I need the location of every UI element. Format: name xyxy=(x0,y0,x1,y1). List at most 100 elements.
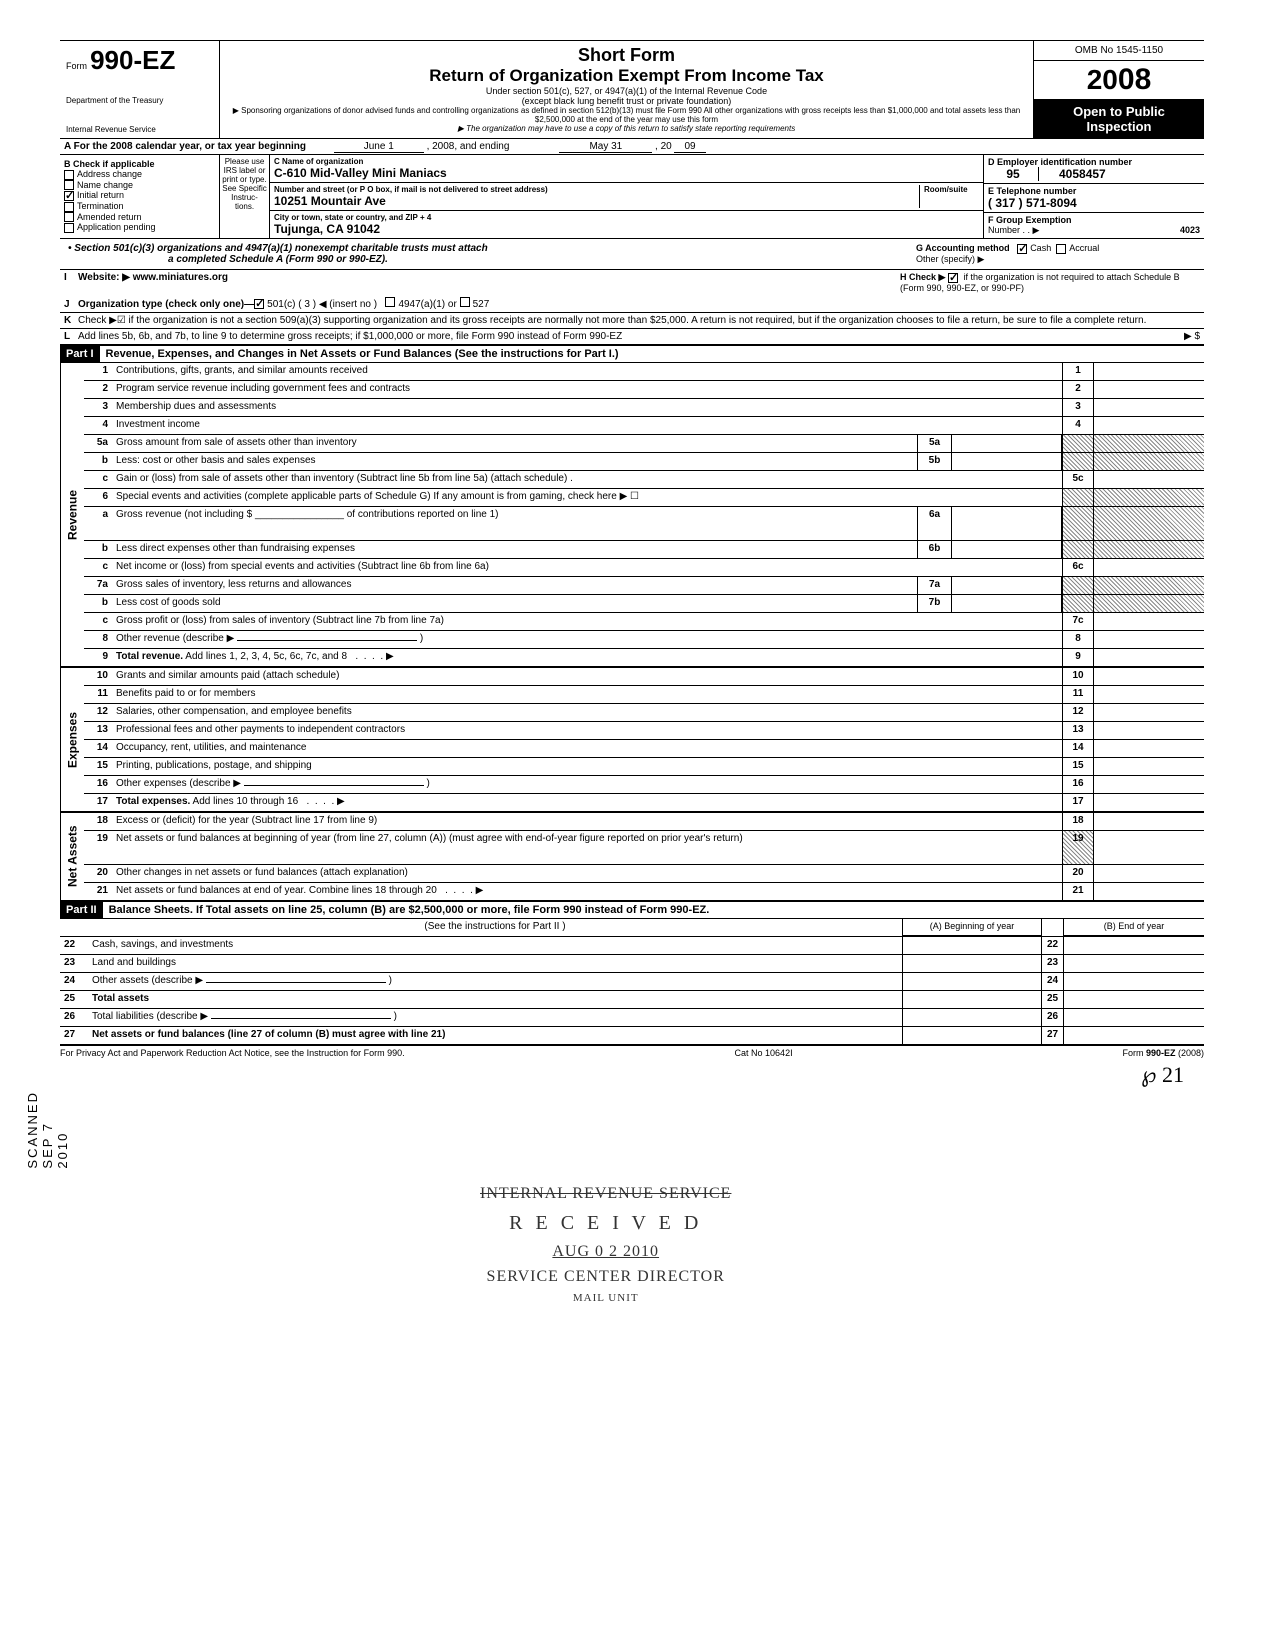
line-number: 17 xyxy=(84,794,112,811)
letter-l: L xyxy=(64,331,78,342)
part-1-header: Part I Revenue, Expenses, and Changes in… xyxy=(60,345,1204,363)
table-row: 21Net assets or fund balances at end of … xyxy=(84,883,1204,901)
label-phone: E Telephone number xyxy=(988,186,1200,196)
bal-right-number: 23 xyxy=(1042,955,1064,972)
checkbox-501c[interactable] xyxy=(254,299,264,309)
bal-right-number: 26 xyxy=(1042,1009,1064,1026)
line-description: Other expenses (describe ▶ ) xyxy=(112,776,1062,793)
dept-treasury: Department of the Treasury xyxy=(66,96,213,105)
part-2-title: Balance Sheets. If Total assets on line … xyxy=(109,904,710,916)
right-value-cell xyxy=(1094,559,1204,576)
bal-col-a xyxy=(902,1009,1042,1026)
row-a-suffix: , 20 xyxy=(655,141,672,152)
letter-j: J xyxy=(64,299,78,310)
stamp-line-5: MAIL UNIT xyxy=(480,1290,731,1308)
right-line-number: 6c xyxy=(1062,559,1094,576)
line-number: b xyxy=(84,453,112,470)
inspection-box: Open to Public Inspection xyxy=(1034,100,1204,138)
right-line-number: 12 xyxy=(1062,704,1094,721)
line-number: a xyxy=(84,507,112,540)
mid-value-cell xyxy=(952,435,1062,452)
col-b-checkboxes: B Check if applicable Address changeName… xyxy=(60,155,220,238)
line-description: Excess or (deficit) for the year (Subtra… xyxy=(112,813,1062,830)
stamp-line-3: AUG 0 2 2010 xyxy=(480,1239,731,1265)
bal-line-number: 22 xyxy=(60,937,88,954)
row-a-year: 09 xyxy=(674,141,705,153)
bal-line-number: 26 xyxy=(60,1009,88,1026)
line-i-website: I Website: ▶ www.miniatures.org H Check … xyxy=(60,270,1204,295)
label-accounting: G Accounting method xyxy=(916,243,1010,253)
note-501c3-1: • Section 501(c)(3) organizations and 49… xyxy=(68,243,916,254)
table-row: bLess direct expenses other than fundrai… xyxy=(84,541,1204,559)
table-row: 4Investment income4 xyxy=(84,417,1204,435)
right-value-cell xyxy=(1094,613,1204,630)
bal-description: Other assets (describe ▶ ) xyxy=(88,973,902,990)
right-line-number: 10 xyxy=(1062,668,1094,685)
col-b-label: Initial return xyxy=(77,190,124,200)
checkbox-cash[interactable] xyxy=(1017,244,1027,254)
line-j-orgtype: J Organization type (check only one)— 50… xyxy=(60,295,1204,313)
line-number: 19 xyxy=(84,831,112,864)
line-description: Gross sales of inventory, less returns a… xyxy=(112,577,917,594)
table-row: 8Other revenue (describe ▶ )8 xyxy=(84,631,1204,649)
checkbox-initial-return[interactable] xyxy=(64,191,74,201)
right-value-cell xyxy=(1094,541,1204,558)
checkbox-h[interactable] xyxy=(948,273,958,283)
bal-description: Total liabilities (describe ▶ ) xyxy=(88,1009,902,1026)
line-description: Total expenses. Add lines 10 through 16 … xyxy=(112,794,1062,811)
checkbox-address-change[interactable] xyxy=(64,170,74,180)
line-number: c xyxy=(84,471,112,488)
checkbox-accrual[interactable] xyxy=(1056,244,1066,254)
subtitle-2: (except black lung benefit trust or priv… xyxy=(228,96,1025,106)
checkbox-4947[interactable] xyxy=(385,297,395,307)
line-number: 7a xyxy=(84,577,112,594)
right-value-cell xyxy=(1094,722,1204,739)
line-description: Benefits paid to or for members xyxy=(112,686,1062,703)
ein-part1: 95 xyxy=(988,167,1038,181)
part-2-header: Part II Balance Sheets. If Total assets … xyxy=(60,901,1204,919)
line-description: Gain or (loss) from sale of assets other… xyxy=(112,471,1062,488)
side-label-revenue: Revenue xyxy=(60,363,84,667)
mid-value-cell xyxy=(952,577,1062,594)
right-value-cell xyxy=(1094,883,1204,900)
note-501c3-2: a completed Schedule A (Form 990 or 990-… xyxy=(68,254,916,265)
stamp-line-1: INTERNAL REVENUE SERVICE xyxy=(480,1181,731,1207)
table-row: 17Total expenses. Add lines 10 through 1… xyxy=(84,794,1204,812)
label-h: H Check ▶ xyxy=(900,272,945,282)
right-value-cell xyxy=(1094,758,1204,775)
mid-line-number: 5a xyxy=(917,435,952,452)
label-org-name: C Name of organization xyxy=(274,157,979,166)
row-a-tax-year: A For the 2008 calendar year, or tax yea… xyxy=(60,139,1204,155)
line-number: 16 xyxy=(84,776,112,793)
right-line-number: 20 xyxy=(1062,865,1094,882)
col-b-item: Initial return xyxy=(64,190,215,201)
mid-line-number: 5b xyxy=(917,453,952,470)
mid-line-number: 7b xyxy=(917,595,952,612)
table-row: 7aGross sales of inventory, less returns… xyxy=(84,577,1204,595)
right-value-cell xyxy=(1094,740,1204,757)
form-page: Form 990-EZ Department of the Treasury I… xyxy=(60,40,1204,1058)
checkbox-527[interactable] xyxy=(460,297,470,307)
right-line-number: 16 xyxy=(1062,776,1094,793)
right-line-number: 19 xyxy=(1062,831,1094,864)
line-number: 10 xyxy=(84,668,112,685)
checkbox-application-pending[interactable] xyxy=(64,223,74,233)
year-prefix: 20 xyxy=(1087,64,1118,95)
label-group-exempt: F Group Exemption xyxy=(988,215,1200,225)
opt-527: 527 xyxy=(473,299,490,310)
checkbox-termination[interactable] xyxy=(64,202,74,212)
bal-col-a xyxy=(902,955,1042,972)
line-number: c xyxy=(84,613,112,630)
bal-line-number: 23 xyxy=(60,955,88,972)
checkbox-name-change[interactable] xyxy=(64,180,74,190)
right-line-number: 1 xyxy=(1062,363,1094,380)
line-description: Investment income xyxy=(112,417,1062,434)
bal-col-a xyxy=(902,991,1042,1008)
city-state-zip: Tujunga, CA 91042 xyxy=(274,222,979,236)
right-value-cell xyxy=(1094,507,1204,540)
col-c-org-info: C Name of organization C-610 Mid-Valley … xyxy=(270,155,984,238)
inspection-2: Inspection xyxy=(1038,119,1200,134)
checkbox-amended-return[interactable] xyxy=(64,212,74,222)
line-description: Net assets or fund balances at end of ye… xyxy=(112,883,1062,900)
bal-col-b xyxy=(1064,955,1204,972)
